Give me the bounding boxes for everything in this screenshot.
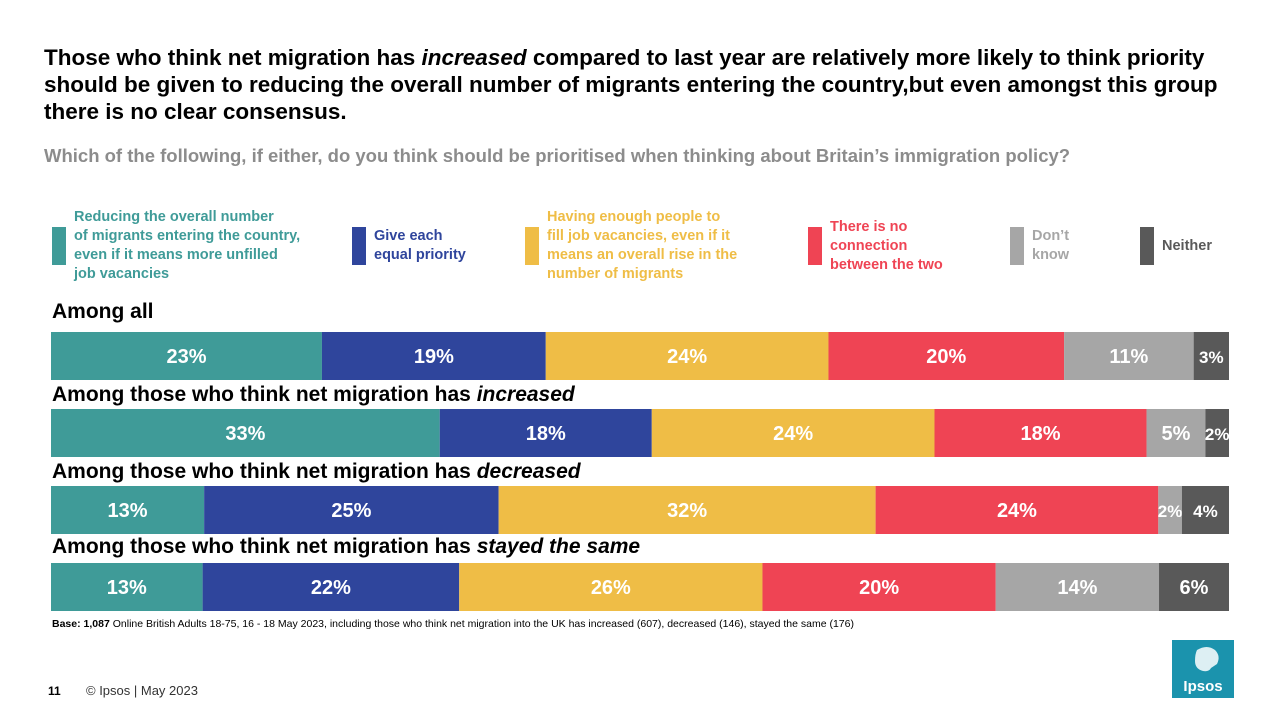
bar-segment bbox=[321, 332, 546, 380]
bar-segment bbox=[651, 409, 935, 457]
bar-segment bbox=[545, 332, 829, 380]
data-label: 32% bbox=[667, 500, 707, 522]
data-label: 24% bbox=[997, 500, 1037, 522]
bar-segment bbox=[1193, 332, 1229, 380]
data-label: 5% bbox=[1162, 423, 1191, 445]
category-label: Among those who think net migration has … bbox=[52, 460, 581, 483]
bar-segment bbox=[934, 409, 1147, 457]
bar-segment bbox=[762, 563, 996, 611]
data-label: 14% bbox=[1057, 577, 1097, 599]
data-label: 23% bbox=[166, 346, 206, 368]
data-label: 4% bbox=[1193, 502, 1218, 521]
legend-label: Having enough people to fill job vacancie… bbox=[547, 209, 738, 282]
data-label: 26% bbox=[591, 577, 631, 599]
legend-swatch bbox=[1140, 227, 1154, 265]
category-label: Among all bbox=[52, 300, 154, 323]
legend-swatch bbox=[808, 227, 822, 265]
bar-segment bbox=[1146, 409, 1206, 457]
page-number: 11 bbox=[48, 684, 61, 698]
base-note: Base: 1,087 Online British Adults 18-75,… bbox=[52, 618, 854, 630]
category-label: Among those who think net migration has … bbox=[52, 383, 575, 406]
data-label: 2% bbox=[1205, 425, 1230, 444]
category-label: Among those who think net migration has … bbox=[52, 535, 641, 558]
legend-item: Give each equal priority bbox=[352, 208, 466, 284]
logo-text: Ipsos bbox=[1183, 678, 1222, 695]
data-label: 19% bbox=[414, 346, 454, 368]
data-label: 11% bbox=[1109, 346, 1148, 368]
bar-segment bbox=[204, 486, 499, 534]
bar-segment bbox=[995, 563, 1160, 611]
data-label: 20% bbox=[859, 577, 899, 599]
data-label: 2% bbox=[1158, 502, 1183, 521]
bar-segment bbox=[51, 563, 203, 611]
bar-segment bbox=[1181, 486, 1229, 534]
data-label: 24% bbox=[773, 423, 813, 445]
bar-segment bbox=[1064, 332, 1194, 380]
legend-item: Reducing the overall number of migrants e… bbox=[52, 208, 300, 284]
legend-label: Give each equal priority bbox=[374, 228, 466, 263]
legend-label: Don’t know bbox=[1032, 228, 1070, 263]
data-label: 18% bbox=[1021, 423, 1061, 445]
bar-segment bbox=[51, 409, 440, 457]
copyright-text: © Ipsos | May 2023 bbox=[86, 683, 198, 698]
data-label: 3% bbox=[1199, 348, 1224, 367]
data-label: 24% bbox=[667, 346, 707, 368]
legend-label: Neither bbox=[1162, 237, 1212, 254]
legend-item: There is no connection between the two bbox=[808, 208, 943, 284]
bar-segment bbox=[1205, 409, 1229, 457]
data-label: 20% bbox=[926, 346, 966, 368]
data-label: 18% bbox=[526, 423, 566, 445]
bar-segment bbox=[459, 563, 763, 611]
legend-item: Having enough people to fill job vacancie… bbox=[525, 208, 737, 284]
bar-segment bbox=[1158, 486, 1182, 534]
data-label: 6% bbox=[1180, 577, 1209, 599]
legend-swatch bbox=[52, 227, 66, 265]
data-label: 13% bbox=[107, 577, 147, 599]
question-subtitle: Which of the following, if either, do yo… bbox=[44, 145, 1071, 166]
legend-label: Reducing the overall number of migrants e… bbox=[74, 209, 301, 282]
bar-segment bbox=[202, 563, 460, 611]
legend-swatch bbox=[525, 227, 539, 265]
bar-segment bbox=[439, 409, 652, 457]
bar-segment bbox=[498, 486, 876, 534]
data-label: 33% bbox=[225, 423, 265, 445]
bar-segment bbox=[51, 486, 205, 534]
bar-segment bbox=[828, 332, 1065, 380]
ipsos-logo: Ipsos bbox=[1172, 640, 1234, 698]
legend-item: Don’t know bbox=[1010, 208, 1069, 284]
data-label: 25% bbox=[331, 500, 371, 522]
page-title: Those who think net migration has increa… bbox=[44, 45, 1218, 124]
legend-swatch bbox=[1010, 227, 1024, 265]
bar-segment bbox=[51, 332, 322, 380]
bar-segment bbox=[875, 486, 1159, 534]
data-label: 22% bbox=[311, 577, 351, 599]
legend-item: Neither bbox=[1140, 208, 1212, 284]
legend-swatch bbox=[352, 227, 366, 265]
data-label: 13% bbox=[108, 500, 148, 522]
logo-head-shape bbox=[1195, 647, 1219, 672]
bar-segment bbox=[1159, 563, 1229, 611]
legend-label: There is no connection between the two bbox=[830, 218, 943, 273]
